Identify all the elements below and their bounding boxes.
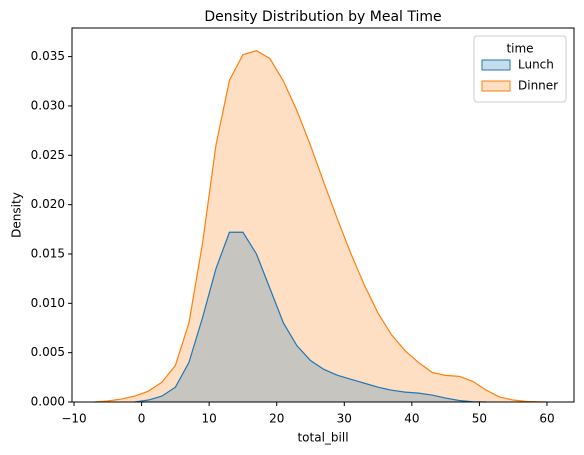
x-tick-label: 40 [404,412,419,426]
y-tick-label: 0.000 [31,395,65,409]
y-tick-label: 0.020 [31,197,65,211]
density-line [94,50,547,403]
legend-swatch [481,59,511,71]
x-tick-label: 0 [138,412,146,426]
x-tick-label: 10 [202,412,217,426]
x-tick-label: 50 [472,412,487,426]
density-area [134,232,487,402]
y-tick-label: 0.010 [31,296,65,310]
y-tick-label: 0.005 [31,345,65,359]
density-area [94,50,547,402]
x-tick-label: −10 [61,412,86,426]
legend-title: time [506,42,533,56]
plot-frame [71,27,575,403]
y-tick-label: 0.030 [31,98,65,112]
density-line [134,231,487,403]
y-tick-label: 0.015 [31,246,65,260]
y-axis-label: Density [10,192,24,238]
x-axis-label: total_bill [297,431,348,445]
legend-swatch [481,80,511,92]
y-tick-label: 0.035 [31,49,65,63]
legend-label: Lunch [518,58,554,72]
x-tick-label: 20 [269,412,284,426]
x-tick-label: 60 [539,412,554,426]
x-tick-label: 30 [337,412,352,426]
y-tick-label: 0.025 [31,148,65,162]
legend-box [473,35,567,103]
chart-title: Density Distribution by Meal Time [204,9,441,25]
legend-label: Dinner [518,79,558,93]
